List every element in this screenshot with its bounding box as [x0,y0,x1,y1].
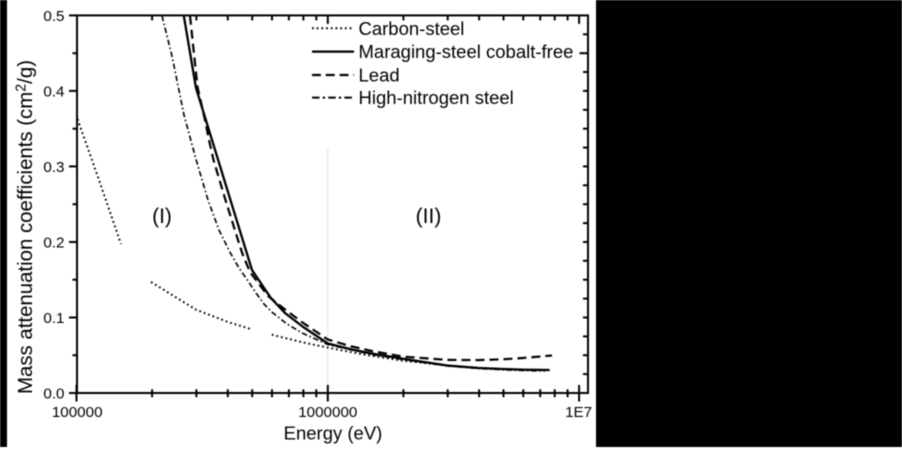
svg-text:100000: 100000 [52,404,103,421]
svg-text:Lead: Lead [359,65,400,86]
svg-text:0.0: 0.0 [43,386,64,403]
svg-text:Mass attenuation coefficients: Mass attenuation coefficients (cm2/g) [14,60,38,394]
svg-text:High-nitrogen steel: High-nitrogen steel [359,87,514,108]
svg-text:Carbon-steel: Carbon-steel [359,18,465,39]
svg-text:0.2: 0.2 [43,235,64,252]
svg-text:1E7: 1E7 [565,404,592,421]
svg-text:Maraging-steel cobalt-free: Maraging-steel cobalt-free [359,41,574,62]
svg-text:0.1: 0.1 [43,310,64,327]
svg-text:(I): (I) [152,205,172,228]
svg-text:0.4: 0.4 [43,84,64,101]
svg-text:(II): (II) [416,205,442,228]
svg-text:0.5: 0.5 [43,8,64,25]
svg-text:1000000: 1000000 [298,404,357,421]
svg-text:0.3: 0.3 [43,159,64,176]
svg-text:Energy (eV): Energy (eV) [284,423,383,444]
